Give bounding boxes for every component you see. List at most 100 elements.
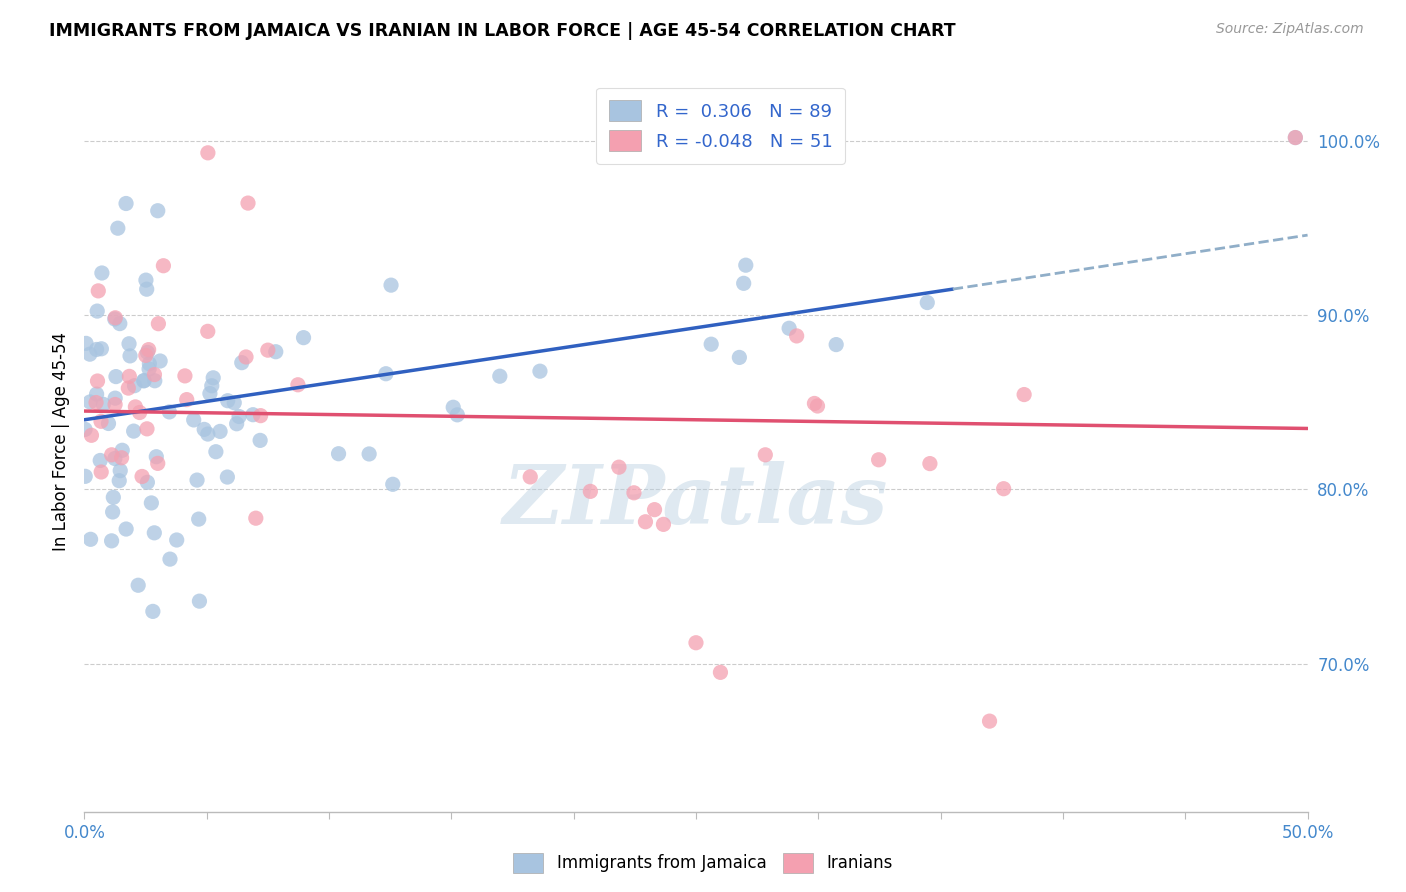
- Point: [84, 395, 107, 409]
- Point: [134, 374, 156, 388]
- Point: [786, 329, 808, 343]
- Point: [104, 310, 127, 325]
- Legend: R =  0.306   N = 89, R = -0.048   N = 51: R = 0.306 N = 89, R = -0.048 N = 51: [596, 87, 845, 164]
- Point: [110, 464, 132, 478]
- Point: [917, 295, 939, 310]
- Point: [209, 425, 232, 439]
- Point: [328, 447, 350, 461]
- Point: [188, 594, 211, 608]
- Point: [79, 347, 101, 361]
- Point: [107, 221, 129, 235]
- Point: [100, 448, 122, 462]
- Point: [225, 417, 247, 431]
- Point: [176, 392, 198, 407]
- Point: [380, 278, 402, 293]
- Text: IMMIGRANTS FROM JAMAICA VS IRANIAN IN LABOR FORCE | AGE 45-54 CORRELATION CHART: IMMIGRANTS FROM JAMAICA VS IRANIAN IN LA…: [49, 22, 956, 40]
- Point: [87, 284, 110, 298]
- Point: [152, 259, 174, 273]
- Point: [146, 203, 169, 218]
- Point: [709, 665, 731, 680]
- Point: [187, 512, 209, 526]
- Point: [806, 399, 828, 413]
- Point: [143, 368, 166, 382]
- Point: [157, 405, 180, 419]
- Point: [75, 336, 97, 351]
- Point: [217, 470, 239, 484]
- Point: [104, 369, 127, 384]
- Point: [249, 409, 271, 423]
- Point: [245, 511, 267, 525]
- Point: [75, 469, 97, 483]
- Point: [1012, 387, 1035, 401]
- Point: [868, 452, 890, 467]
- Point: [118, 369, 141, 384]
- Point: [287, 377, 309, 392]
- Point: [86, 304, 108, 318]
- Point: [1284, 130, 1306, 145]
- Point: [1284, 130, 1306, 145]
- Point: [198, 386, 221, 401]
- Text: Source: ZipAtlas.com: Source: ZipAtlas.com: [1216, 22, 1364, 37]
- Point: [728, 351, 751, 365]
- Text: ZIPatlas: ZIPatlas: [503, 461, 889, 541]
- Point: [135, 273, 157, 287]
- Point: [519, 470, 541, 484]
- Point: [80, 428, 103, 442]
- Point: [118, 336, 141, 351]
- Point: [79, 533, 101, 547]
- Point: [236, 196, 259, 211]
- Point: [249, 434, 271, 448]
- Point: [257, 343, 280, 358]
- Point: [803, 396, 825, 410]
- Point: [242, 408, 264, 422]
- Point: [124, 400, 146, 414]
- Point: [122, 424, 145, 438]
- Point: [197, 145, 219, 160]
- Point: [228, 409, 250, 424]
- Point: [142, 604, 165, 618]
- Point: [292, 331, 315, 345]
- Point: [734, 258, 756, 272]
- Point: [685, 636, 707, 650]
- Point: [131, 469, 153, 483]
- Point: [135, 348, 157, 362]
- Point: [138, 357, 160, 371]
- Point: [104, 397, 127, 411]
- Point: [634, 515, 657, 529]
- Point: [149, 354, 172, 368]
- Point: [128, 405, 150, 419]
- Point: [136, 475, 159, 490]
- Point: [110, 450, 132, 465]
- Point: [174, 368, 197, 383]
- Point: [146, 456, 169, 470]
- Point: [993, 482, 1015, 496]
- Point: [141, 496, 163, 510]
- Point: [132, 374, 155, 388]
- Point: [441, 401, 464, 415]
- Point: [205, 444, 228, 458]
- Point: [264, 344, 287, 359]
- Point: [90, 342, 112, 356]
- Point: [104, 391, 127, 405]
- Point: [197, 427, 219, 442]
- Point: [166, 533, 188, 547]
- Point: [86, 387, 108, 401]
- Point: [183, 413, 205, 427]
- Point: [145, 450, 167, 464]
- Point: [235, 350, 257, 364]
- Point: [90, 266, 112, 280]
- Point: [143, 525, 166, 540]
- Point: [138, 343, 160, 357]
- Point: [217, 393, 239, 408]
- Point: [231, 356, 253, 370]
- Point: [115, 522, 138, 536]
- Point: [138, 362, 160, 376]
- Point: [374, 367, 396, 381]
- Point: [652, 517, 675, 532]
- Point: [136, 345, 159, 359]
- Legend: Immigrants from Jamaica, Iranians: Immigrants from Jamaica, Iranians: [506, 847, 900, 880]
- Point: [607, 460, 630, 475]
- Point: [148, 317, 170, 331]
- Point: [529, 364, 551, 378]
- Point: [700, 337, 723, 351]
